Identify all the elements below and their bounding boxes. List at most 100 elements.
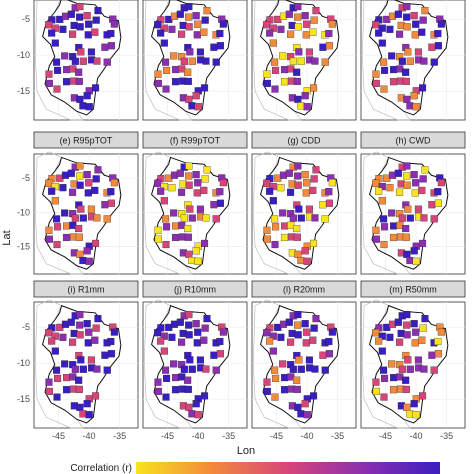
map-panel: (l) R20mm — [251, 280, 357, 429]
station-marker — [420, 214, 428, 222]
station-marker — [83, 247, 91, 255]
station-marker — [79, 214, 87, 222]
station-marker — [271, 223, 280, 231]
station-marker — [110, 20, 118, 28]
station-marker — [378, 39, 386, 47]
station-marker — [76, 181, 84, 189]
map-panel: (m) R50mm — [360, 280, 466, 429]
station-marker — [309, 186, 317, 194]
x-tick-label: -40 — [192, 431, 205, 441]
station-marker — [162, 215, 170, 223]
station-marker — [185, 250, 193, 258]
station-marker — [269, 183, 277, 191]
station-marker — [184, 77, 192, 85]
station-marker — [419, 324, 427, 332]
station-marker — [287, 188, 295, 196]
station-marker — [92, 16, 100, 24]
station-marker — [328, 328, 336, 336]
station-marker — [200, 28, 208, 36]
station-marker — [51, 39, 59, 47]
station-marker — [372, 235, 380, 243]
station-marker — [388, 52, 396, 60]
panel-strip — [251, 280, 357, 298]
station-marker — [101, 43, 109, 51]
x-tick-label: -45 — [270, 431, 283, 441]
station-marker — [101, 201, 109, 209]
station-marker — [305, 48, 313, 56]
station-marker — [180, 365, 188, 373]
station-marker — [172, 222, 180, 230]
station-marker — [76, 3, 84, 11]
station-marker — [162, 240, 170, 249]
station-marker — [75, 77, 83, 85]
station-marker — [328, 20, 336, 28]
station-marker — [403, 181, 411, 189]
station-marker — [62, 78, 71, 86]
y-tick-label: -10 — [17, 358, 30, 368]
station-marker — [154, 79, 162, 87]
station-marker — [277, 184, 285, 192]
station-marker — [319, 351, 327, 359]
station-marker — [321, 366, 329, 374]
station-marker — [263, 79, 271, 87]
station-marker — [406, 410, 414, 418]
station-marker — [293, 68, 301, 76]
station-marker — [403, 23, 411, 31]
station-marker — [294, 23, 302, 31]
color-legend: Correlation (r) — [70, 462, 440, 474]
panel-label: (f) R99pTOT — [170, 136, 221, 146]
map-panel: (i) R1mm — [33, 280, 139, 429]
station-marker — [293, 77, 301, 85]
station-marker — [201, 16, 209, 24]
station-marker — [403, 321, 411, 329]
station-marker — [301, 92, 309, 100]
station-marker — [76, 172, 84, 180]
station-marker — [45, 226, 53, 234]
station-marker — [157, 187, 165, 195]
station-marker — [394, 10, 402, 18]
station-marker — [388, 209, 396, 217]
station-marker — [203, 166, 211, 174]
station-marker — [325, 199, 333, 207]
y-tick-label: -5 — [22, 322, 30, 332]
station-marker — [301, 320, 309, 328]
map-panel — [251, 0, 357, 121]
station-marker — [414, 356, 422, 364]
station-marker — [188, 410, 196, 418]
station-marker — [53, 223, 62, 231]
station-marker — [430, 366, 438, 374]
station-marker — [59, 25, 67, 33]
station-marker — [378, 183, 386, 191]
station-marker — [406, 214, 414, 222]
station-marker — [219, 179, 227, 187]
station-marker — [200, 84, 209, 92]
station-marker — [325, 350, 333, 358]
station-marker — [76, 13, 84, 21]
station-marker — [430, 215, 438, 223]
y-tick-label: -5 — [22, 173, 30, 183]
station-marker — [67, 10, 75, 18]
station-marker — [91, 336, 99, 344]
station-marker — [107, 337, 115, 346]
station-marker — [398, 365, 406, 373]
station-marker — [418, 392, 427, 400]
station-marker — [263, 70, 271, 78]
station-marker — [281, 222, 289, 230]
station-marker — [311, 57, 319, 65]
station-marker — [421, 7, 429, 15]
station-marker — [271, 58, 279, 66]
station-marker — [297, 214, 305, 222]
station-marker — [48, 187, 56, 195]
station-marker — [160, 183, 168, 191]
panel-label: (h) CWD — [396, 136, 431, 146]
station-marker — [178, 338, 186, 346]
station-marker — [180, 214, 188, 222]
station-marker — [45, 387, 53, 395]
map-panel: (e) R95pTOT — [33, 131, 139, 275]
station-marker — [396, 338, 404, 346]
station-marker — [83, 12, 91, 20]
station-marker — [297, 365, 305, 373]
station-marker — [434, 199, 442, 207]
station-marker — [185, 3, 193, 11]
station-marker — [263, 329, 271, 337]
